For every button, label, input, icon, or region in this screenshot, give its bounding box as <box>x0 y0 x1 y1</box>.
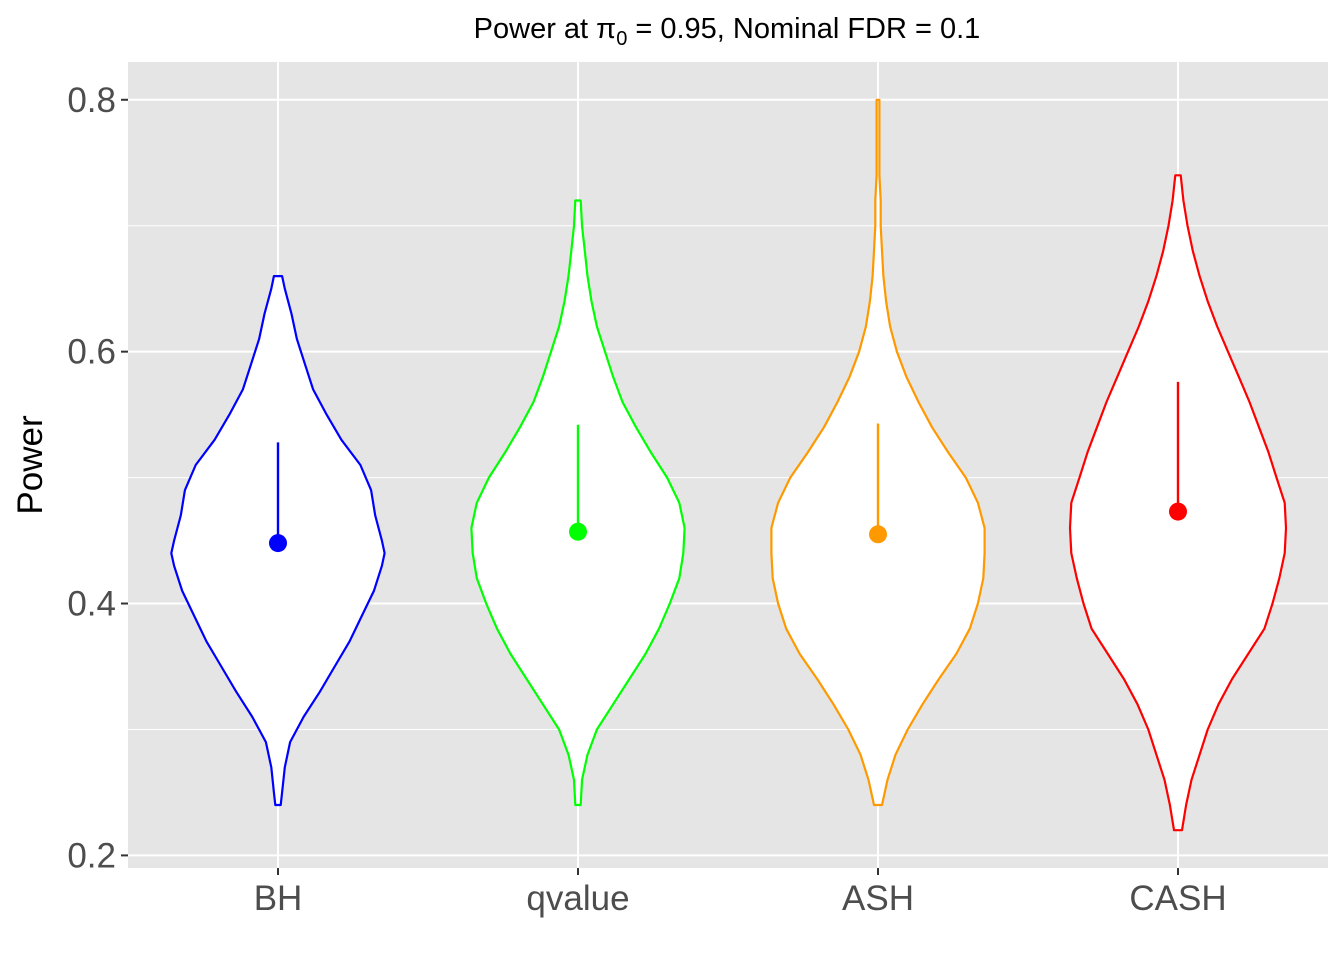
y-tick-label: 0.6 <box>67 333 116 372</box>
x-tick-label: BH <box>254 879 303 918</box>
x-tick-label: ASH <box>842 879 914 918</box>
violin-bh <box>170 275 386 807</box>
x-tick-label: CASH <box>1129 879 1226 918</box>
y-tick-label: 0.4 <box>67 585 116 624</box>
x-tick-label: qvalue <box>526 879 629 918</box>
violins <box>170 98 1288 832</box>
mean-point <box>569 522 587 541</box>
chart-title: Power at π0 = 0.95, Nominal FDR = 0.1 <box>474 13 981 50</box>
violin-qvalue <box>470 199 686 807</box>
mean-point <box>1169 502 1187 521</box>
y-tick-label: 0.8 <box>67 81 116 120</box>
x-axis: BH qvalue ASH CASH <box>254 868 1227 918</box>
mean-point <box>869 525 887 544</box>
y-tick-label: 0.2 <box>67 836 116 875</box>
y-axis-label: Power <box>11 415 50 515</box>
violin-cash <box>1068 174 1288 832</box>
violin-ash <box>770 98 986 807</box>
y-axis: 0.2 0.4 0.6 0.8 <box>67 81 128 875</box>
mean-point <box>269 534 287 553</box>
